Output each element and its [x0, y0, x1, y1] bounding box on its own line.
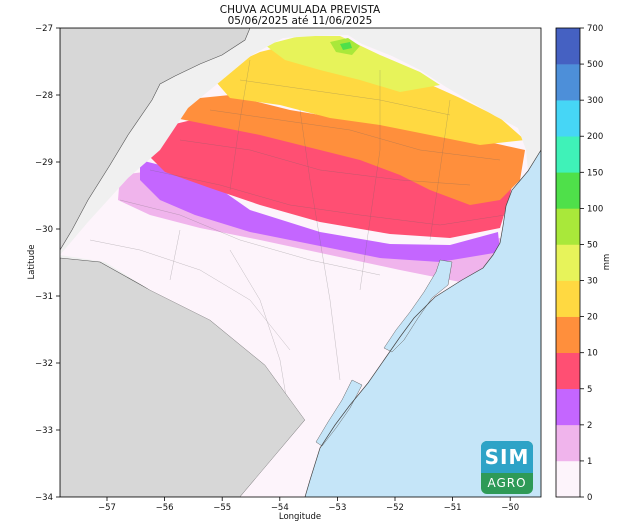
rain-band-30-50mm [265, 36, 440, 92]
y-axis-label: Latitude [27, 245, 37, 280]
y-tick-label: −33 [35, 426, 53, 436]
colorbar-segment [556, 460, 580, 498]
colorbar-unit: mm [602, 254, 612, 271]
colorbar-segment [556, 352, 580, 390]
colorbar-segment [556, 64, 580, 101]
colorbar-label: 2 [587, 421, 592, 431]
colorbar-label: 300 [587, 96, 603, 106]
colorbar-label: 150 [587, 168, 603, 178]
x-tick-label: −53 [328, 503, 346, 513]
x-tick-label: −55 [213, 503, 231, 513]
colorbar-labels: 0 1 2 5 10 20 30 50 100 150 200 300 500 700 [580, 24, 603, 503]
x-tick-label: −51 [444, 503, 462, 513]
plot-frame [59, 27, 542, 498]
colorbar-label: 20 [587, 313, 598, 323]
ocean [305, 150, 541, 497]
rain-band-5-10mm [148, 118, 515, 238]
colorbar-segment [556, 136, 580, 173]
colorbar [556, 28, 580, 498]
colorbar-segment [556, 28, 580, 65]
x-tick-label: −57 [98, 503, 116, 513]
x-tick-label: −56 [156, 503, 174, 513]
y-tick-label: −30 [35, 225, 53, 235]
map-subtitle: 05/06/2025 até 11/06/2025 [227, 15, 373, 27]
colorbar-segment [556, 388, 580, 426]
colorbar-segment [556, 208, 580, 245]
colorbar-label: 500 [587, 60, 603, 70]
colorbar-label: 700 [587, 24, 603, 34]
logo-agro-text: AGRO [487, 476, 527, 490]
colorbar-label: 100 [587, 204, 603, 214]
y-tick-label: −32 [35, 359, 53, 369]
colorbar-segment [556, 280, 580, 317]
rain-band-100-150mm [340, 42, 352, 50]
y-axis-ticks: −27 −28 −29 −30 −31 −32 −33 −34 [35, 24, 60, 503]
y-tick-label: −31 [35, 292, 53, 302]
logo-sim-text: SIM [481, 441, 533, 473]
colorbar-segment [556, 100, 580, 137]
colorbar-label: 200 [587, 132, 603, 142]
x-axis-label: Longitude [279, 512, 321, 522]
lagoa-mirim [315, 379, 363, 447]
colorbar-segment [556, 424, 580, 462]
colorbar-label: 30 [587, 277, 598, 287]
y-tick-label: −27 [35, 24, 53, 34]
colorbar-segment [556, 244, 580, 281]
neighbor-land [60, 28, 251, 251]
lagoa-dos-patos [383, 259, 453, 353]
sim-agro-logo: SIM AGRO [481, 441, 533, 494]
map-title: CHUVA ACUMULADA PREVISTA [219, 4, 381, 16]
colorbar-segment [556, 316, 580, 353]
y-tick-label: −34 [35, 493, 53, 503]
rain-band-20-30mm [210, 42, 525, 145]
x-tick-label: −52 [386, 503, 404, 513]
colorbar-frame [555, 27, 581, 498]
x-tick-label: −54 [271, 503, 289, 513]
municipality-boundaries [89, 59, 506, 421]
y-tick-label: −28 [35, 91, 53, 101]
coast-line [304, 149, 541, 497]
colorbar-label: 1 [587, 457, 592, 467]
colorbar-segment [556, 172, 580, 209]
x-tick-label: −50 [501, 503, 519, 513]
rain-band-10-20mm [175, 95, 525, 205]
colorbar-label: 0 [587, 493, 592, 503]
colorbar-label: 5 [587, 385, 592, 395]
y-tick-label: −29 [35, 158, 53, 168]
colorbar-label: 50 [587, 240, 598, 250]
x-axis-ticks: −57 −56 −55 −54 −53 −52 −51 −50 [98, 497, 519, 513]
colorbar-label: 10 [587, 349, 598, 359]
